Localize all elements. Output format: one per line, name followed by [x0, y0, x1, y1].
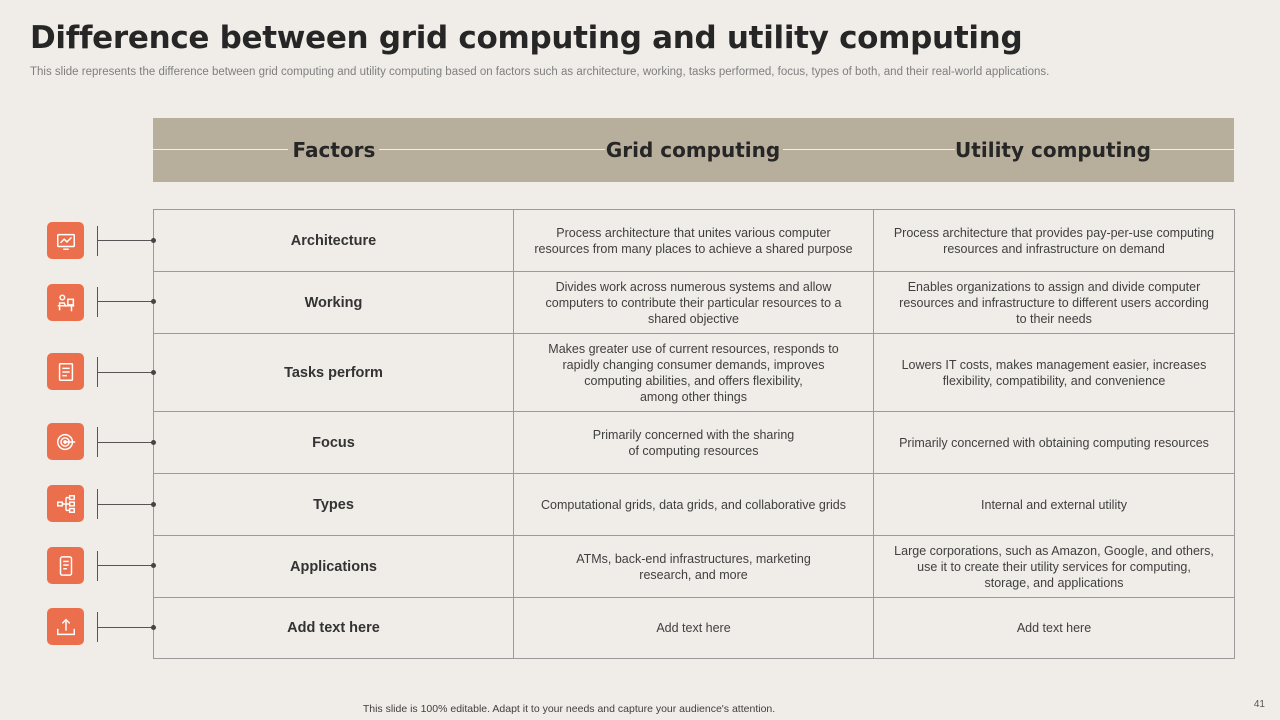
factor-cell: Applications [153, 535, 514, 598]
connector-line [98, 240, 154, 241]
hierarchy-icon [47, 485, 84, 522]
grid-cell: Divides work across numerous systems and… [513, 271, 874, 334]
slide-title: Difference between grid computing and ut… [30, 20, 1023, 56]
table-row: Focus Primarily concerned with the shari… [153, 411, 1235, 474]
connector-line [98, 372, 154, 373]
connector-bar [97, 287, 98, 317]
grid-cell: Primarily concerned with the sharing of … [513, 411, 874, 474]
utility-cell: Internal and external utility [873, 473, 1235, 536]
table-row: Working Divides work across numerous sys… [153, 271, 1235, 334]
slide-footer: This slide is 100% editable. Adapt it to… [0, 703, 1280, 715]
architecture-chart-icon [47, 222, 84, 259]
connector-dot [151, 502, 156, 507]
task-document-icon [47, 353, 84, 390]
grid-cell: Computational grids, data grids, and col… [513, 473, 874, 536]
grid-cell: Add text here [513, 597, 874, 659]
target-icon [47, 423, 84, 460]
connector-bar [97, 551, 98, 581]
utility-cell: Enables organizations to assign and divi… [873, 271, 1235, 334]
connector-dot [151, 370, 156, 375]
grid-cell: ATMs, back-end infrastructures, marketin… [513, 535, 874, 598]
utility-cell: Large corporations, such as Amazon, Goog… [873, 535, 1235, 598]
header-grid-computing: Grid computing [605, 138, 781, 162]
person-at-desk-icon [47, 284, 84, 321]
header-divider-line [1151, 149, 1234, 150]
connector-bar [97, 357, 98, 387]
connector-dot [151, 625, 156, 630]
grid-cell: Makes greater use of current resources, … [513, 333, 874, 412]
factor-cell: Focus [153, 411, 514, 474]
page-number: 41 [1253, 699, 1265, 710]
factor-cell: Add text here [153, 597, 514, 659]
factor-cell: Types [153, 473, 514, 536]
grid-cell: Process architecture that unites various… [513, 209, 874, 272]
header-utility-computing: Utility computing [955, 138, 1151, 162]
utility-cell: Add text here [873, 597, 1235, 659]
connector-bar [97, 226, 98, 256]
connector-line [98, 565, 154, 566]
table-row: Add text here Add text here Add text her… [153, 597, 1235, 659]
factor-cell: Tasks perform [153, 333, 514, 412]
connector-bar [97, 489, 98, 519]
connector-line [98, 301, 154, 302]
connector-line [98, 442, 154, 443]
slide-subtitle: This slide represents the difference bet… [30, 66, 1050, 78]
utility-cell: Primarily concerned with obtaining compu… [873, 411, 1235, 474]
utility-cell: Process architecture that provides pay-p… [873, 209, 1235, 272]
connector-bar [97, 427, 98, 457]
header-factors: Factors [292, 138, 376, 162]
upload-tray-icon [47, 608, 84, 645]
header-divider-line [153, 149, 288, 150]
connector-line [98, 504, 154, 505]
connector-dot [151, 563, 156, 568]
factor-cell: Working [153, 271, 514, 334]
header-divider-line [783, 149, 955, 150]
table-row: Applications ATMs, back-end infrastructu… [153, 535, 1235, 598]
connector-dot [151, 238, 156, 243]
connector-dot [151, 299, 156, 304]
connector-bar [97, 612, 98, 642]
factor-cell: Architecture [153, 209, 514, 272]
header-divider-line [379, 149, 605, 150]
footer-text: This slide is 100% editable. Adapt it to… [362, 703, 776, 715]
comparison-table: Architecture Process architecture that u… [153, 209, 1235, 659]
mobile-app-icon [47, 547, 84, 584]
table-row: Types Computational grids, data grids, a… [153, 473, 1235, 536]
utility-cell: Lowers IT costs, makes management easier… [873, 333, 1235, 412]
table-header-band: Factors Grid computing Utility computing [153, 118, 1234, 182]
table-row: Architecture Process architecture that u… [153, 209, 1235, 272]
table-row: Tasks perform Makes greater use of curre… [153, 333, 1235, 412]
connector-line [98, 627, 154, 628]
connector-dot [151, 440, 156, 445]
